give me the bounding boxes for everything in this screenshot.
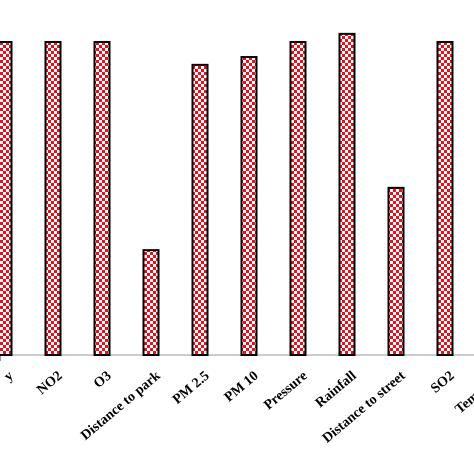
bar (240, 56, 258, 357)
bar (387, 186, 405, 356)
bar (44, 41, 62, 356)
bar (338, 32, 356, 356)
bar (0, 41, 13, 356)
bar (436, 41, 454, 356)
x-tick-label: Distance to street (320, 368, 409, 446)
x-tick-label: NO2 (34, 369, 65, 398)
x-tick-label: Pressure (261, 369, 310, 414)
x-tick-label: O3 (91, 369, 114, 392)
x-tick-label: y (2, 369, 17, 385)
x-tick-label: PM 10 (222, 369, 262, 406)
bar (142, 249, 160, 357)
x-tick-label: Temperat (453, 368, 474, 417)
bar (289, 41, 307, 356)
x-tick-label: PM 2.5 (170, 369, 212, 408)
x-tick-label: Rainfall (313, 369, 360, 412)
bar (191, 63, 209, 356)
bar (93, 41, 111, 356)
x-tick-label: SO2 (428, 369, 457, 397)
